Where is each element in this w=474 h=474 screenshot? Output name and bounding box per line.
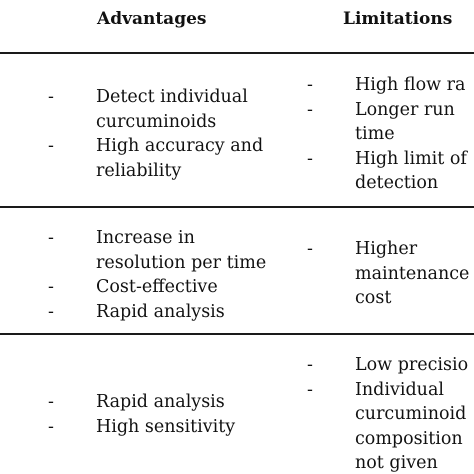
cell-text: resolution per time: [96, 252, 267, 273]
bullet: -: [48, 301, 54, 322]
list-item: - High accuracy and reliability: [48, 134, 263, 183]
cell-text: Individual: [355, 379, 444, 400]
cell-text: time: [355, 124, 395, 144]
bullet: -: [48, 392, 54, 412]
cell-text: Rapid analysis: [96, 301, 225, 322]
cell-text: Higher: [355, 239, 418, 259]
bullet: -: [48, 416, 54, 437]
list-item: - Higher maintenance cost: [307, 237, 469, 311]
list-item: - Low precisio: [307, 353, 468, 378]
cell-text: detection: [355, 173, 439, 193]
cell-text: High flow ra: [355, 75, 466, 95]
cell-text: Detect individual: [96, 87, 248, 107]
row-2-limitations: - Higher maintenance cost: [307, 237, 469, 311]
list-item: - Detect individual curcuminoids: [48, 85, 263, 134]
bullet: -: [48, 228, 54, 248]
row-2-rule: [0, 333, 474, 335]
cell-text: curcuminoids: [96, 111, 217, 132]
row-1-limitations: - High flow ra - Longer run time - High …: [307, 73, 467, 196]
cell-text: composition: [355, 428, 463, 449]
cell-text: High limit of: [355, 148, 467, 169]
header-limitations: Limitations: [343, 9, 453, 29]
row-3-limitations: - Low precisio - Individual curcuminoid …: [307, 353, 468, 474]
row-1-advantages: - Detect individual curcuminoids - High …: [48, 85, 263, 183]
cell-text: High sensitivity: [96, 416, 236, 437]
list-item: - Rapid analysis: [48, 300, 266, 325]
bullet: -: [48, 277, 54, 297]
list-item: - Cost-effective: [48, 275, 266, 300]
list-item: - Longer run time: [307, 98, 467, 147]
list-item: - Individual curcuminoid composition not…: [307, 378, 468, 474]
bullet: -: [48, 136, 54, 156]
cell-text: reliability: [96, 160, 182, 181]
bullet: -: [307, 99, 313, 120]
cell-text: maintenance: [355, 263, 470, 284]
cell-text: Rapid analysis: [96, 392, 225, 412]
list-item: - High limit of detection: [307, 147, 467, 196]
bullet: -: [48, 87, 54, 107]
row-3-advantages: - Rapid analysis - High sensitivity: [48, 390, 235, 439]
cell-text: Increase in: [96, 228, 195, 248]
bullet: -: [307, 75, 313, 95]
list-item: - Increase in resolution per time: [48, 226, 266, 275]
bullet: -: [307, 355, 313, 375]
header-advantages: Advantages: [97, 9, 207, 29]
row-2-advantages: - Increase in resolution per time - Cost…: [48, 226, 266, 324]
cell-text: Low precisio: [355, 355, 469, 375]
cell-text: not given: [355, 453, 438, 473]
cell-text: High accuracy and: [96, 136, 264, 156]
list-item: - High sensitivity: [48, 415, 235, 440]
cell-text: Longer run: [355, 99, 455, 120]
list-item: - High flow ra: [307, 73, 467, 98]
list-item: - Rapid analysis: [48, 390, 235, 415]
cell-text: Cost-effective: [96, 277, 218, 297]
cell-text: cost: [355, 288, 392, 308]
cell-text: curcuminoid: [355, 404, 467, 424]
bullet: -: [307, 379, 313, 400]
bullet: -: [307, 148, 313, 169]
header-rule: [0, 52, 474, 54]
row-1-rule: [0, 206, 474, 208]
bullet: -: [307, 239, 313, 259]
